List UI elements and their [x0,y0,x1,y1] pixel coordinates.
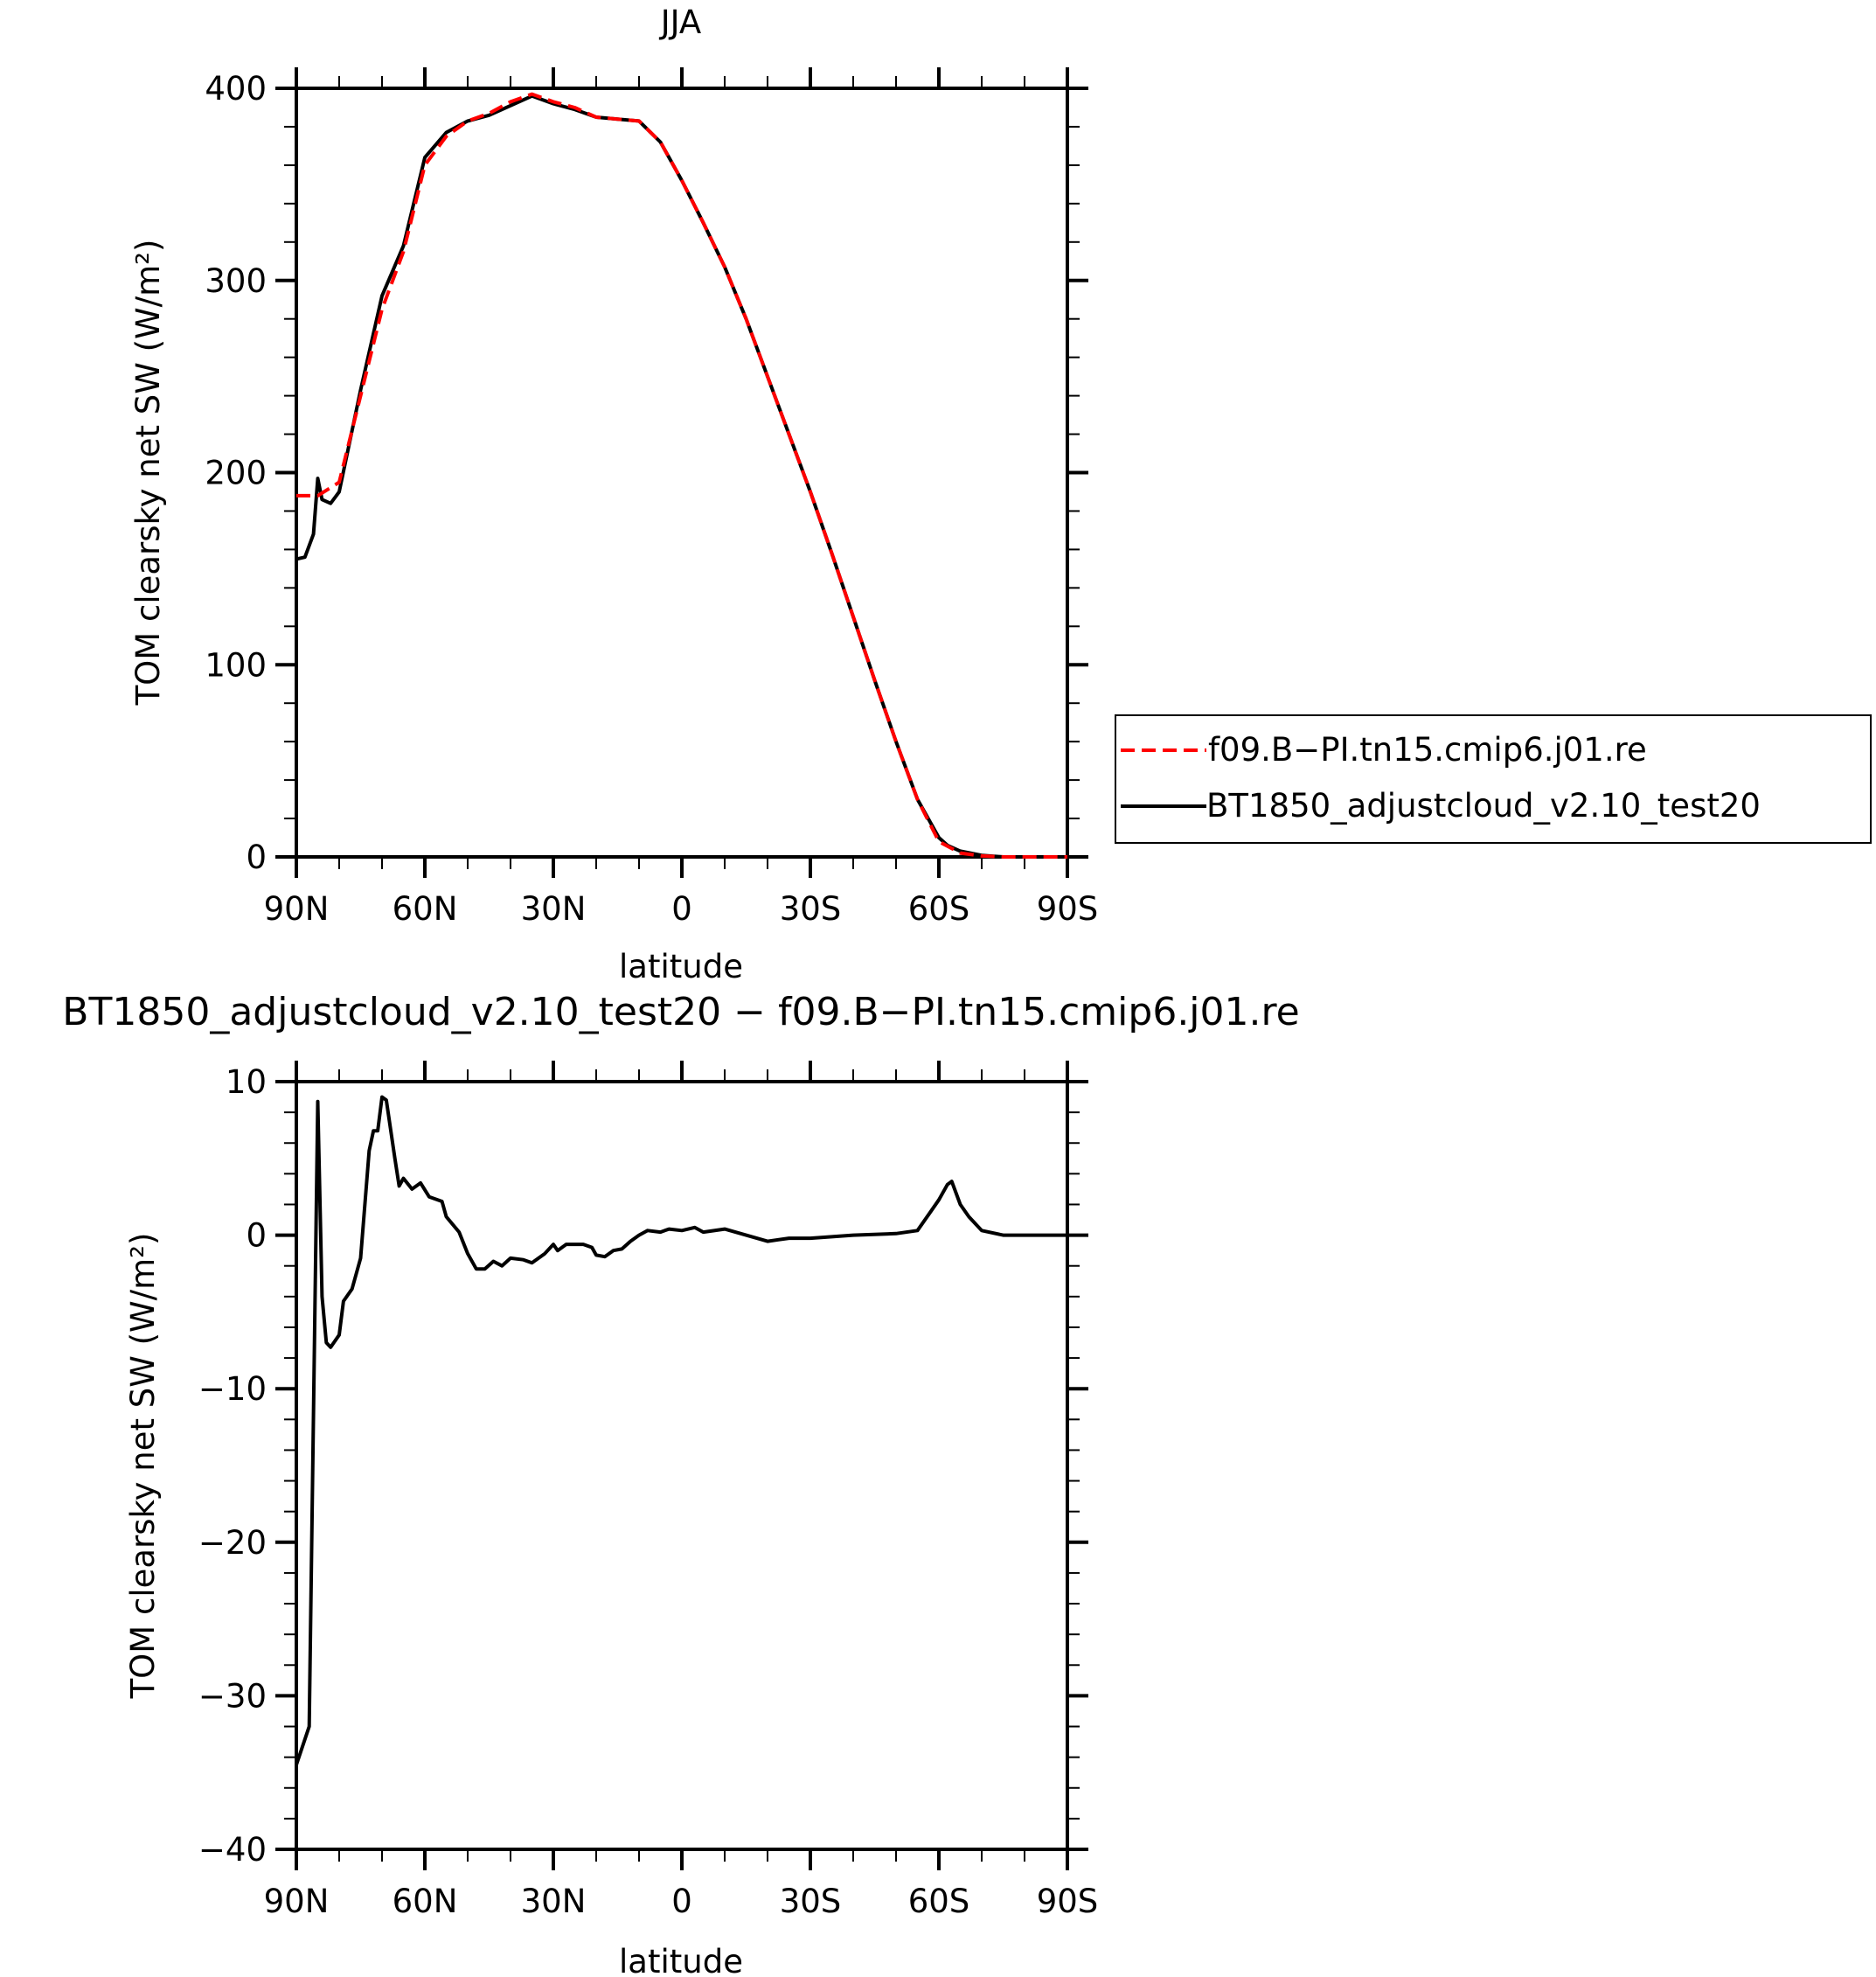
y-tick-label: 100 [205,646,267,684]
x-tick-label: 30S [780,1883,842,1920]
plot-frame [295,1080,1069,1851]
x-tick-label: 60S [908,1883,970,1920]
x-axis-label-bottom: latitude [619,1943,743,1977]
x-axis-label-top: latitude [619,948,743,985]
series-line-difference [295,1095,1067,1766]
legend-label-test: BT1850_adjustcloud_v2.10_test20 [1206,787,1761,825]
y-tick-label: −10 [198,1370,267,1408]
legend-label-control: f09.B−PI.tn15.cmip6.j01.re [1208,731,1647,769]
y-tick-label: 0 [246,1217,267,1255]
chart-title-bottom: BT1850_adjustcloud_v2.10_test20 − f09.B−… [62,990,1299,1034]
x-tick-label: 0 [671,1883,692,1920]
y-tick-label: 400 [205,70,267,108]
x-tick-label: 30N [521,890,587,928]
y-tick-label: 200 [205,455,267,492]
x-tick-label: 90S [1037,890,1099,928]
series-line-control [296,92,1067,859]
y-tick-label: 300 [205,262,267,300]
x-tick-label: 30S [780,890,842,928]
y-tick-label: −30 [198,1677,267,1715]
y-tick-label: 0 [246,839,267,876]
y-tick-label: −20 [198,1524,267,1562]
legend: f09.B−PI.tn15.cmip6.j01.re BT1850_adjust… [1115,714,1872,844]
x-tick-label: 30N [521,1883,587,1920]
legend-box [1115,714,1872,844]
x-tick-label: 60S [908,890,970,928]
x-tick-label: 90N [264,890,330,928]
x-tick-label: 90N [264,1883,330,1920]
x-tick-label: 0 [671,890,692,928]
y-tick-label: −40 [198,1831,267,1869]
x-tick-label: 60N [393,1883,458,1920]
y-axis-label-bottom: TOM clearsky net SW (W/m²) [124,1233,162,1700]
x-tick-label: 60N [393,890,458,928]
y-tick-label: 10 [226,1063,267,1101]
chart-title-top: JJA [659,3,702,41]
x-tick-label: 90S [1037,1883,1099,1920]
y-axis-label-top: TOM clearsky net SW (W/m²) [129,240,167,707]
